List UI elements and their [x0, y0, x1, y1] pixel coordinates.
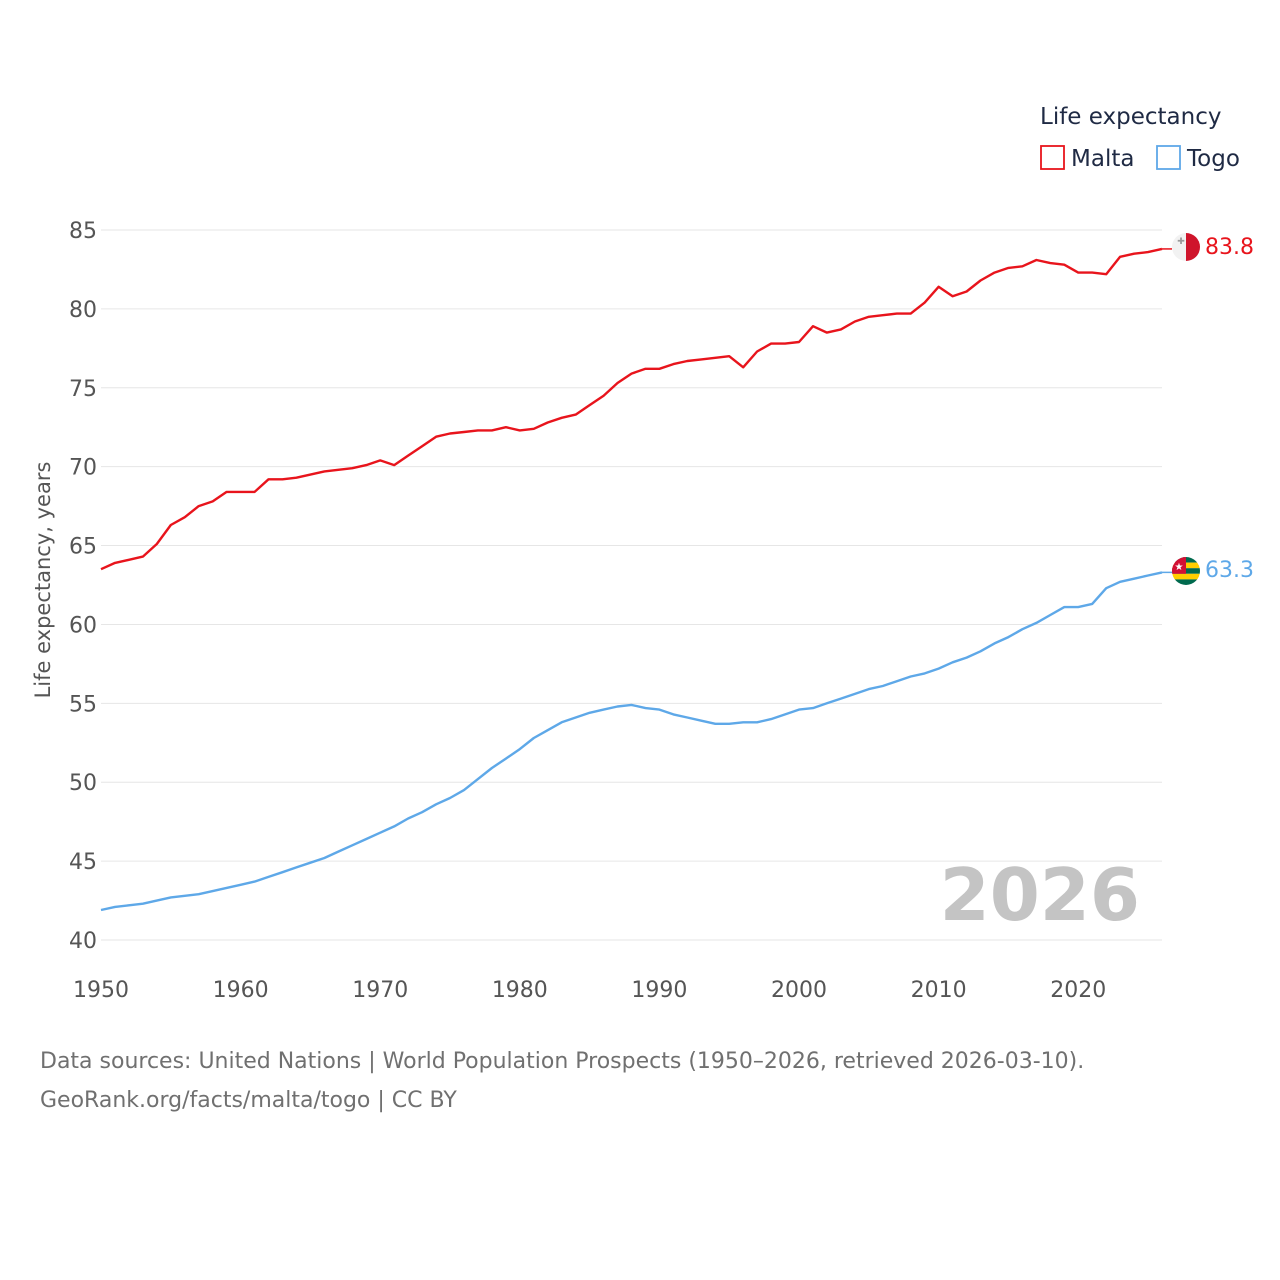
y-tick-label: 75 — [69, 377, 97, 402]
x-axis-ticks: 1950 1960 1970 1980 1990 2000 2010 2020 — [73, 978, 1106, 1003]
y-axis-ticks: 40 45 50 55 60 65 70 75 80 85 — [69, 219, 97, 954]
legend-swatch-togo[interactable] — [1156, 145, 1181, 170]
y-tick-label: 65 — [69, 535, 97, 560]
y-tick-label: 40 — [69, 929, 97, 954]
end-label-togo: 63.3 — [1205, 558, 1254, 583]
y-tick-label: 50 — [69, 771, 97, 796]
source-line-2[interactable]: GeoRank.org/facts/malta/togo | CC BY — [40, 1088, 457, 1113]
line-chart: 40 45 50 55 60 65 70 75 80 85 1950 1960 1970 1980 199… — [31, 104, 1254, 1003]
gridlines — [101, 229, 1162, 941]
x-tick-label: 1970 — [352, 978, 408, 1003]
legend-title: Life expectancy — [1040, 104, 1221, 130]
legend-swatch-malta[interactable] — [1040, 145, 1065, 170]
svg-text:✚: ✚ — [1177, 237, 1185, 247]
x-tick-label: 2000 — [771, 978, 827, 1003]
end-label-malta: 83.8 — [1205, 235, 1254, 260]
source-line-1: Data sources: United Nations | World Pop… — [40, 1049, 1085, 1074]
legend-label-togo[interactable]: Togo — [1186, 146, 1240, 172]
x-tick-label: 1990 — [631, 978, 687, 1003]
y-tick-label: 80 — [69, 298, 97, 323]
series-line-malta[interactable] — [100, 247, 1163, 571]
source-note: Data sources: United Nations | World Pop… — [40, 1042, 1240, 1120]
legend: Life expectancy Malta Togo — [1040, 104, 1240, 172]
togo-flag-icon: ★ — [1172, 557, 1200, 585]
y-tick-label: 45 — [69, 850, 97, 875]
y-tick-label: 85 — [69, 219, 97, 244]
series-line-togo[interactable] — [100, 571, 1163, 912]
svg-text:★: ★ — [1175, 562, 1184, 573]
malta-flag-icon: ✚ — [1172, 233, 1200, 261]
y-tick-label: 55 — [69, 692, 97, 717]
current-year-label: 2026 — [940, 853, 1140, 937]
series-lines — [100, 247, 1172, 912]
x-tick-label: 1960 — [213, 978, 269, 1003]
x-tick-label: 1950 — [73, 978, 129, 1003]
y-tick-label: 70 — [69, 456, 97, 481]
y-tick-label: 60 — [69, 613, 97, 638]
x-tick-label: 1980 — [492, 978, 548, 1003]
x-tick-label: 2020 — [1050, 978, 1106, 1003]
x-tick-label: 2010 — [911, 978, 967, 1003]
y-axis-title: Life expectancy, years — [31, 462, 55, 699]
legend-label-malta[interactable]: Malta — [1071, 146, 1134, 172]
